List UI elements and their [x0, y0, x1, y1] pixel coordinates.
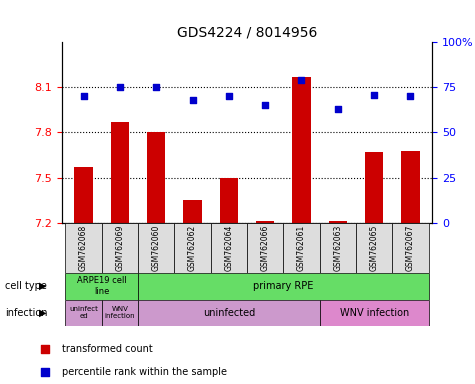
Bar — [111, 122, 129, 223]
Bar — [401, 151, 419, 223]
Bar — [102, 300, 138, 326]
Text: WNV infection: WNV infection — [340, 308, 409, 318]
Bar — [293, 77, 311, 223]
Point — [334, 106, 342, 112]
Text: GSM762066: GSM762066 — [261, 225, 270, 271]
Point — [80, 93, 87, 99]
Text: infection: infection — [5, 308, 47, 318]
Point — [225, 93, 233, 99]
Bar — [329, 221, 347, 223]
Text: GSM762061: GSM762061 — [297, 225, 306, 271]
Text: GSM762062: GSM762062 — [188, 225, 197, 271]
Title: GDS4224 / 8014956: GDS4224 / 8014956 — [177, 26, 317, 40]
Text: ▶: ▶ — [39, 308, 47, 318]
Text: GSM762068: GSM762068 — [79, 225, 88, 271]
Point — [116, 84, 124, 91]
Text: primary RPE: primary RPE — [253, 281, 314, 291]
Text: percentile rank within the sample: percentile rank within the sample — [62, 366, 227, 377]
Bar — [102, 223, 138, 273]
Bar — [247, 223, 283, 273]
Bar — [211, 223, 247, 273]
Bar — [138, 300, 320, 326]
Bar — [392, 223, 428, 273]
Text: ▶: ▶ — [39, 281, 47, 291]
Text: ARPE19 cell
line: ARPE19 cell line — [77, 276, 126, 296]
Point — [370, 91, 378, 98]
Bar — [174, 223, 211, 273]
Point — [407, 93, 414, 99]
Point — [428, 38, 436, 45]
Bar — [66, 273, 138, 300]
Text: WNV
infection: WNV infection — [104, 306, 135, 319]
Text: uninfect
ed: uninfect ed — [69, 306, 98, 319]
Point — [152, 84, 160, 91]
Bar — [220, 178, 238, 223]
Bar — [66, 223, 102, 273]
Point — [428, 243, 436, 249]
Text: GSM762069: GSM762069 — [115, 225, 124, 271]
Bar — [138, 273, 428, 300]
Text: cell type: cell type — [5, 281, 47, 291]
Text: GSM762067: GSM762067 — [406, 225, 415, 271]
Bar — [183, 200, 201, 223]
Bar — [283, 223, 320, 273]
Bar — [66, 300, 102, 326]
Text: GSM762063: GSM762063 — [333, 225, 342, 271]
Bar — [147, 132, 165, 223]
Bar — [320, 300, 428, 326]
Text: GSM762065: GSM762065 — [370, 225, 379, 271]
Point — [298, 77, 305, 83]
Bar — [138, 223, 174, 273]
Bar — [356, 223, 392, 273]
Text: GSM762064: GSM762064 — [224, 225, 233, 271]
Bar — [320, 223, 356, 273]
Bar — [365, 152, 383, 223]
Point — [189, 97, 196, 103]
Text: uninfected: uninfected — [203, 308, 255, 318]
Point — [261, 103, 269, 109]
Bar — [75, 167, 93, 223]
Text: GSM762060: GSM762060 — [152, 225, 161, 271]
Text: transformed count: transformed count — [62, 344, 153, 354]
Bar — [256, 221, 274, 223]
